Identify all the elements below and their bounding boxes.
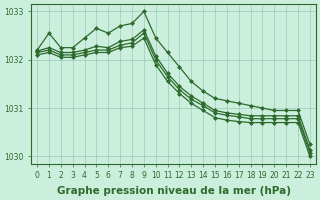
X-axis label: Graphe pression niveau de la mer (hPa): Graphe pression niveau de la mer (hPa)	[57, 186, 291, 196]
